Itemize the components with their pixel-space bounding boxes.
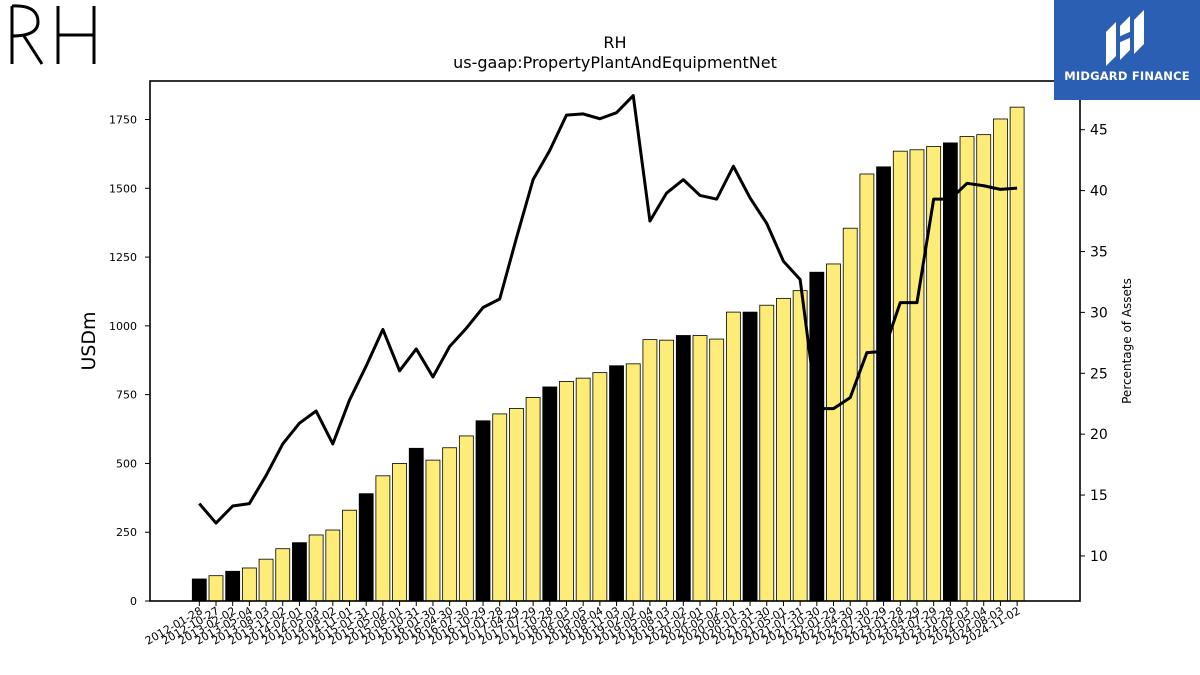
- line-series: [198, 94, 1018, 525]
- y-tick-label: 1250: [109, 251, 137, 264]
- chart-subtitle: us-gaap:PropertyPlantAndEquipmentNet: [453, 53, 777, 72]
- y2-tick-label: 45: [1090, 123, 1108, 139]
- bar-2023-07-29: [926, 146, 942, 602]
- bar-2013-11-02: [275, 548, 291, 602]
- bar-2012-10-27: [208, 575, 224, 602]
- y2-axis-label: Percentage of Assets: [1120, 278, 1134, 404]
- bar-2020-10-31: [742, 311, 758, 602]
- y-tick-label: 0: [130, 595, 137, 608]
- bar-2020-08-01: [725, 311, 741, 602]
- bar-2024-08-03: [993, 118, 1008, 602]
- bar-2021-07-31: [792, 290, 808, 602]
- bar-2018-02-03: [559, 381, 574, 602]
- y2-tick-label: 20: [1090, 427, 1108, 443]
- bar-2014-08-02: [325, 529, 341, 602]
- bar-2014-05-03: [308, 534, 324, 602]
- bar-2023-04-29: [909, 149, 925, 602]
- bar-2017-10-28: [542, 386, 558, 602]
- bar-2024-11-02: [1009, 106, 1025, 602]
- bar-2018-05-05: [575, 377, 591, 602]
- midgard-finance-logo: MIDGARD FINANCE: [1054, 0, 1200, 100]
- bar-2021-10-30: [809, 271, 825, 602]
- y2-tick-label: 40: [1090, 184, 1108, 200]
- chart-title: RH: [603, 33, 626, 52]
- percentage-line: [198, 94, 1018, 525]
- y-tick-label: 250: [116, 526, 137, 539]
- bar-2016-07-30: [458, 435, 474, 602]
- bar-2014-02-01: [292, 542, 307, 602]
- y-tick-label: 750: [116, 389, 137, 402]
- y2-tick-label: 30: [1090, 305, 1108, 321]
- bar-2023-01-28: [892, 150, 908, 602]
- bar-2015-05-02: [375, 475, 391, 602]
- bar-2013-02-02: [225, 570, 241, 602]
- bar-2019-02-02: [625, 363, 641, 602]
- y2-tick-label: 10: [1090, 549, 1108, 565]
- bar-2019-05-04: [642, 339, 658, 602]
- bar-2016-04-30: [442, 447, 458, 602]
- bar-2017-01-28: [492, 413, 508, 602]
- bar-2013-05-04: [241, 567, 257, 602]
- bar-2018-08-04: [592, 372, 608, 602]
- bar-2016-01-30: [425, 459, 441, 602]
- bar-2012-01-28: [191, 578, 207, 602]
- bar-2022-10-29: [876, 166, 891, 602]
- bar-2023-10-28: [942, 142, 958, 602]
- bar-2017-04-29: [509, 408, 524, 602]
- publisher-name: MIDGARD FINANCE: [1064, 69, 1190, 83]
- bar-2022-01-29: [826, 263, 841, 602]
- bar-2015-01-31: [358, 493, 374, 602]
- bar-series: [191, 106, 1025, 602]
- rh-logo: [6, 2, 104, 68]
- bar-2024-05-04: [976, 134, 992, 602]
- y-axis-label: USDm: [78, 311, 100, 370]
- y-tick-label: 1750: [109, 114, 137, 127]
- bar-2020-02-01: [692, 335, 708, 602]
- plot-frame: [149, 80, 1081, 602]
- y2-tick-label: 25: [1090, 366, 1108, 382]
- bar-2017-07-29: [525, 396, 541, 602]
- bar-2020-05-02: [709, 338, 725, 602]
- y-tick-label: 1500: [109, 182, 137, 195]
- bar-2015-08-01: [392, 463, 407, 602]
- bar-2019-11-02: [675, 335, 691, 602]
- bar-2018-11-03: [609, 365, 624, 602]
- y-tick-label: 500: [116, 457, 137, 470]
- bar-2022-07-30: [859, 173, 875, 602]
- y-tick-label: 1000: [109, 320, 137, 333]
- y2-tick-label: 15: [1090, 488, 1108, 504]
- bar-2016-10-29: [475, 420, 491, 602]
- bar-2024-02-03: [959, 136, 975, 602]
- bar-2021-05-01: [776, 297, 791, 602]
- bar-2021-01-30: [759, 304, 775, 602]
- bar-2014-11-01: [342, 509, 357, 602]
- bar-2022-04-30: [842, 227, 858, 602]
- axes: 0 250 500 750 1000 1250 1500 1750 10 15 20 25 30 35 40…: [109, 80, 1108, 648]
- bar-2019-08-03: [659, 339, 675, 602]
- bar-2013-08-03: [258, 558, 274, 602]
- midgard-mark-icon: [1106, 10, 1144, 66]
- bar-2015-10-31: [408, 447, 424, 602]
- rh-logo-mark: [10, 4, 96, 65]
- y2-tick-label: 35: [1090, 244, 1108, 260]
